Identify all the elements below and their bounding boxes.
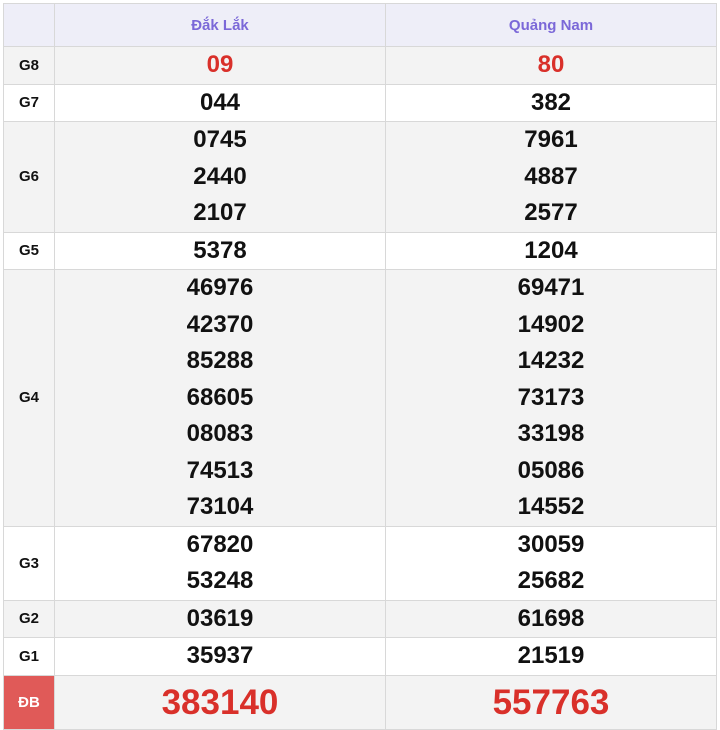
prize-number: 14902 — [517, 310, 585, 338]
prize-number: 4887 — [524, 162, 578, 190]
prize-label: ĐB — [3, 674, 55, 730]
prize-cell: 03619 — [54, 599, 386, 638]
prize-cell: 30059 25682 — [385, 525, 717, 601]
prize-label: G5 — [3, 231, 55, 270]
prize-number: 09 — [206, 51, 234, 78]
prize-row: G5 5378 1204 — [3, 231, 717, 270]
prize-number: 557763 — [492, 682, 610, 722]
prize-number: 21519 — [517, 642, 585, 669]
prize-number: 2440 — [193, 162, 247, 190]
prize-number: 5378 — [193, 236, 247, 264]
prize-cell: 7961 4887 2577 — [385, 121, 717, 233]
prize-number: 67820 — [186, 530, 254, 558]
prize-cell: 46976 42370 85288 68605 08083 74513 73104 — [54, 269, 386, 527]
prize-row: G2 03619 61698 — [3, 599, 717, 638]
prize-cell: 1204 — [385, 231, 717, 270]
prize-number: 03619 — [186, 604, 254, 632]
prize-cell: 09 — [54, 46, 386, 85]
prize-number: 044 — [199, 88, 241, 116]
corner-cell — [3, 3, 55, 47]
prize-cell: 044 — [54, 83, 386, 122]
prize-number: 68605 — [186, 383, 254, 411]
prize-number: 69471 — [517, 274, 585, 301]
prize-label: G2 — [3, 599, 55, 638]
prize-number: 80 — [537, 51, 565, 78]
prize-number: 2107 — [193, 199, 247, 226]
prize-cell: 383140 — [54, 674, 386, 730]
prize-cell: 21519 — [385, 637, 717, 676]
prize-cell: 0745 2440 2107 — [54, 121, 386, 233]
prize-number: 25682 — [517, 567, 585, 594]
prize-number: 14232 — [517, 347, 585, 374]
prize-number: 2577 — [524, 199, 578, 226]
prize-number: 7961 — [524, 126, 578, 153]
prize-cell: 80 — [385, 46, 717, 85]
prize-row: G6 0745 2440 2107 7961 4887 2577 — [3, 121, 717, 233]
lottery-results-table: Đắk Lắk Quảng Nam G8 09 80 G7 044 382 G6 0745 24… — [3, 3, 717, 730]
prize-number: 73104 — [186, 493, 254, 520]
prize-cell: 67820 53248 — [54, 525, 386, 601]
province-header[interactable]: Quảng Nam — [385, 3, 717, 47]
prize-number: 53248 — [186, 567, 254, 594]
prize-number: 05086 — [517, 456, 585, 484]
prize-number: 1204 — [524, 236, 578, 264]
prize-label: G6 — [3, 121, 55, 233]
province-header[interactable]: Đắk Lắk — [54, 3, 386, 47]
prize-label: G4 — [3, 269, 55, 527]
prize-row: G1 35937 21519 — [3, 637, 717, 676]
prize-row: G8 09 80 — [3, 46, 717, 85]
prize-row: ĐB 383140 557763 — [3, 674, 717, 730]
prize-label: G3 — [3, 525, 55, 601]
prize-number: 383140 — [161, 682, 279, 722]
prize-number: 0745 — [193, 126, 247, 153]
prize-number: 73173 — [517, 383, 585, 411]
prize-row: G3 67820 53248 30059 25682 — [3, 525, 717, 601]
prize-number: 08083 — [186, 420, 254, 447]
prize-cell: 557763 — [385, 674, 717, 730]
prize-number: 85288 — [186, 347, 254, 374]
prize-row: G4 46976 42370 85288 68605 08083 74513 73104 694… — [3, 269, 717, 527]
prize-number: 33198 — [517, 420, 585, 447]
prize-row: G7 044 382 — [3, 83, 717, 122]
prize-cell: 61698 — [385, 599, 717, 638]
prize-number: 30059 — [517, 530, 585, 558]
prize-label: G1 — [3, 637, 55, 676]
prize-number: 46976 — [186, 274, 254, 301]
header-row: Đắk Lắk Quảng Nam — [3, 3, 717, 47]
prize-cell: 35937 — [54, 637, 386, 676]
prize-label: G7 — [3, 83, 55, 122]
prize-number: 61698 — [517, 604, 585, 632]
prize-number: 74513 — [186, 456, 254, 484]
prize-number: 14552 — [517, 493, 585, 520]
prize-number: 382 — [530, 88, 572, 116]
prize-cell: 69471 14902 14232 73173 33198 05086 14552 — [385, 269, 717, 527]
prize-cell: 382 — [385, 83, 717, 122]
prize-label: G8 — [3, 46, 55, 85]
prize-number: 35937 — [186, 642, 254, 669]
prize-number: 42370 — [186, 310, 254, 338]
prize-cell: 5378 — [54, 231, 386, 270]
